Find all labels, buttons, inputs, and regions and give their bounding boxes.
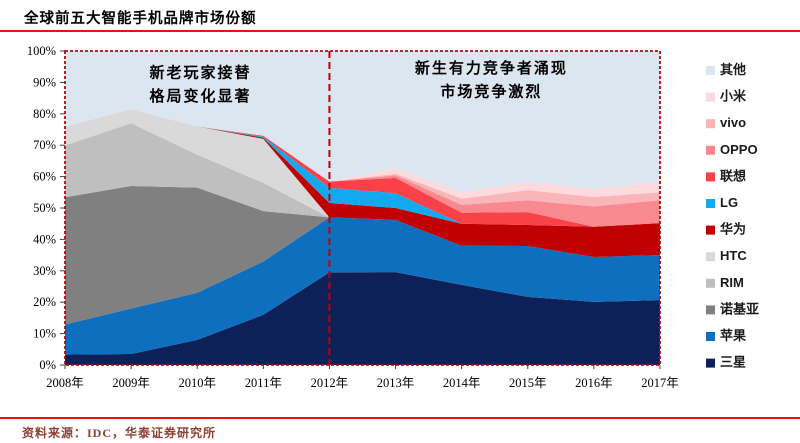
- legend-swatch: [706, 172, 715, 182]
- x-tick-label: 2016年: [575, 376, 613, 390]
- x-tick-label: 2011年: [245, 376, 282, 390]
- series-area-2: [65, 186, 660, 325]
- legend-label: RIM: [720, 275, 744, 290]
- y-tick-label: 10%: [33, 327, 56, 341]
- series-area-3: [65, 123, 660, 257]
- x-tick-label: 2008年: [46, 376, 84, 390]
- legend-swatch: [706, 199, 715, 208]
- y-tick-label: 90%: [33, 75, 56, 89]
- legend-swatch: [706, 358, 715, 368]
- legend-swatch: [706, 305, 715, 315]
- series-area-9: [65, 109, 660, 207]
- y-tick-label: 50%: [33, 201, 56, 215]
- series-area-5: [65, 109, 660, 257]
- x-tick-label: 2009年: [112, 376, 150, 390]
- legend-swatch: [706, 145, 715, 155]
- series-area-1: [65, 217, 660, 355]
- legend-label: LG: [720, 195, 738, 210]
- y-tick-label: 100%: [27, 44, 56, 58]
- x-tick-label: 2014年: [443, 376, 481, 390]
- series-area-11: [65, 51, 660, 193]
- annotation-text: 新老玩家接替: [150, 64, 252, 82]
- series-area-6: [65, 109, 660, 227]
- annotation-text: 市场竞争激烈: [440, 83, 542, 101]
- series-area-4: [65, 109, 660, 257]
- legend-swatch: [706, 92, 715, 102]
- y-tick-label: 40%: [33, 232, 56, 246]
- x-tick-label: 2015年: [509, 376, 547, 390]
- annotation-text: 格局变化显著: [150, 87, 252, 105]
- legend-swatch: [706, 119, 715, 129]
- title-rule: [0, 30, 800, 32]
- legend-swatch: [706, 278, 715, 288]
- series-area-8: [65, 109, 660, 227]
- figure-title: 全球前五大智能手机品牌市场份额: [24, 11, 257, 27]
- x-tick-label: 2013年: [377, 376, 415, 390]
- legend-label: 诺基亚: [720, 301, 759, 316]
- source-note: 资料来源：IDC，华泰证券研究所: [22, 426, 217, 440]
- y-tick-label: 20%: [33, 295, 56, 309]
- series-area-10: [65, 109, 660, 199]
- y-tick-label: 30%: [33, 264, 56, 278]
- legend-label: vivo: [720, 115, 746, 130]
- series-area-0: [65, 272, 660, 365]
- footer-rule: [0, 417, 800, 419]
- legend-swatch: [706, 332, 715, 341]
- legend-label: OPPO: [720, 142, 758, 157]
- x-tick-label: 2017年: [641, 376, 679, 390]
- legend-label: 三星: [720, 355, 746, 370]
- legend-label: 苹果: [720, 328, 746, 343]
- legend-label: HTC: [720, 248, 747, 263]
- legend-label: 联想: [720, 168, 746, 183]
- legend-swatch: [706, 225, 715, 235]
- x-tick-label: 2012年: [311, 376, 349, 390]
- y-tick-label: 0%: [39, 358, 56, 372]
- y-tick-label: 60%: [33, 170, 56, 184]
- x-tick-label: 2010年: [178, 376, 216, 390]
- y-tick-label: 80%: [33, 107, 56, 121]
- legend-swatch: [706, 66, 715, 75]
- legend-label: 小米: [720, 89, 747, 104]
- legend-swatch: [706, 252, 715, 262]
- legend-label: 华为: [720, 222, 746, 237]
- annotation-text: 新生有力竞争者涌现: [415, 59, 568, 77]
- legend-label: 其他: [720, 62, 746, 77]
- y-tick-label: 70%: [33, 138, 56, 152]
